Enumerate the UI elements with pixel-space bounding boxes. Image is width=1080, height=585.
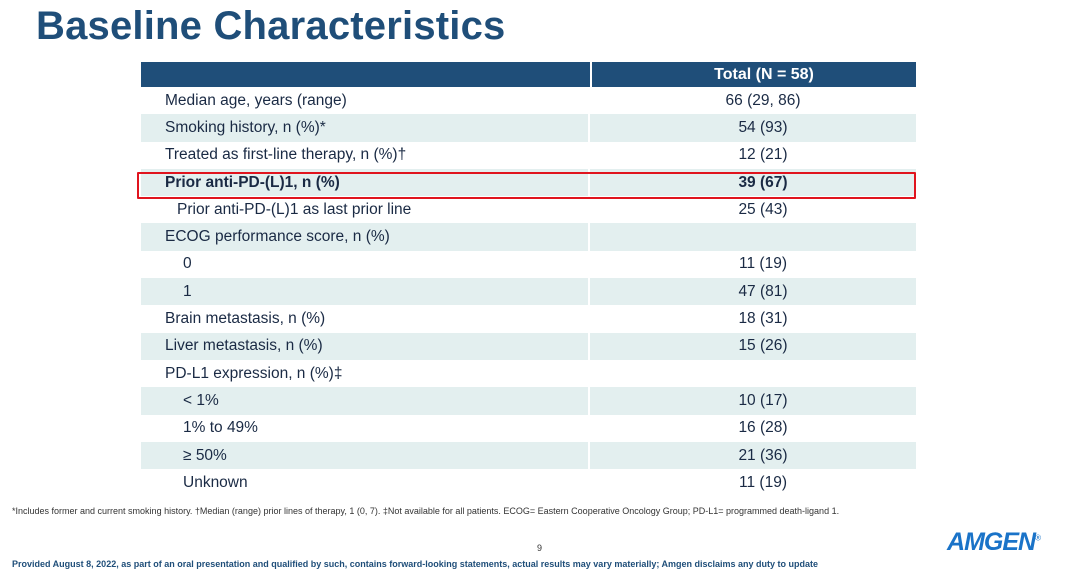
row-value: 11 (19) [739, 473, 787, 491]
row-value [590, 223, 916, 250]
row-value [590, 360, 916, 387]
row-label: Prior anti-PD-(L)1, n (%) [141, 168, 590, 197]
table-row-highlighted: Prior anti-PD-(L)1, n (%) 39 (67) [141, 168, 916, 197]
page-number: 9 [537, 543, 543, 553]
table-row: Median age, years (range) 66 (29, 86) [141, 87, 916, 115]
logo-text: AMGEN [947, 528, 1036, 556]
table-row: < 1% 10 (17) [141, 387, 916, 415]
row-label: Liver metastasis, n (%) [141, 332, 590, 360]
table-row: Unknown 11 (19) [141, 469, 916, 497]
logo-mark: ® [1035, 533, 1041, 543]
row-label: Unknown [141, 469, 590, 497]
row-label: Brain metastasis, n (%) [141, 305, 590, 333]
row-label: Prior anti-PD-(L)1 as last prior line [141, 196, 590, 224]
table-row: ≥ 50% 21 (36) [141, 441, 916, 470]
row-value: 10 (17) [738, 391, 788, 409]
table-row: 1% to 49% 16 (28) [141, 414, 916, 442]
amgen-logo: AMGEN® [947, 528, 1041, 557]
table-row: 1 47 (81) [141, 278, 916, 306]
header-total: Total (N = 58) [714, 65, 814, 83]
row-value: 12 (21) [738, 146, 788, 164]
table-row: ECOG performance score, n (%) [141, 223, 916, 251]
slide-title: Baseline Characteristics [36, 4, 506, 48]
table-row: Treated as first-line therapy, n (%)† 12… [141, 141, 916, 169]
row-label: PD-L1 expression, n (%)‡ [141, 359, 590, 388]
row-value: 54 (93) [738, 118, 788, 136]
row-value: 25 (43) [738, 200, 788, 218]
row-label: 1% to 49% [141, 414, 590, 442]
row-label: 1 [141, 278, 590, 306]
row-value: 39 (67) [738, 173, 788, 191]
row-label: Median age, years (range) [141, 87, 590, 115]
table-row: Brain metastasis, n (%) 18 (31) [141, 305, 916, 333]
row-value: 66 (29, 86) [725, 91, 801, 109]
row-label: ECOG performance score, n (%) [141, 223, 590, 251]
row-value: 11 (19) [739, 255, 787, 273]
row-label: Treated as first-line therapy, n (%)† [141, 141, 590, 169]
table-row: PD-L1 expression, n (%)‡ [141, 359, 916, 388]
row-label: 0 [141, 250, 590, 279]
row-value: 15 (26) [738, 337, 788, 355]
disclaimer: Provided August 8, 2022, as part of an o… [12, 559, 819, 569]
row-value: 18 (31) [738, 310, 788, 328]
row-value: 16 (28) [738, 419, 788, 437]
row-label: < 1% [141, 387, 590, 415]
footnote: *Includes former and current smoking his… [12, 506, 840, 516]
row-value: 47 (81) [738, 282, 788, 300]
table-row: 0 11 (19) [141, 250, 916, 279]
baseline-table: Total (N = 58) Median age, years (range)… [141, 62, 916, 497]
header-blank-cell [141, 62, 592, 87]
row-value: 21 (36) [738, 446, 788, 464]
row-label: Smoking history, n (%)* [141, 114, 590, 142]
table-row: Smoking history, n (%)* 54 (93) [141, 114, 916, 142]
table-row: Prior anti-PD-(L)1 as last prior line 25… [141, 196, 916, 224]
row-label: ≥ 50% [141, 441, 590, 470]
table-header: Total (N = 58) [141, 62, 916, 87]
table-row: Liver metastasis, n (%) 15 (26) [141, 332, 916, 360]
